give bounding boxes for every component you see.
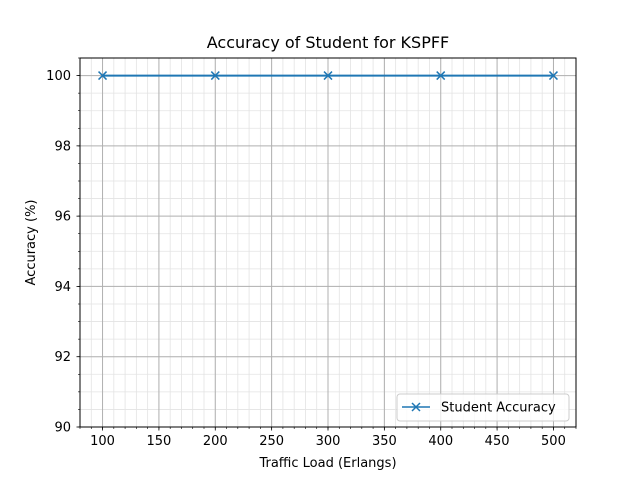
x-tick-label: 450 (485, 434, 510, 449)
data-point-marker (323, 71, 333, 81)
series-layer (98, 71, 558, 81)
y-axis-ticks: 90 92 94 96 98 100 (46, 57, 80, 436)
x-axis-ticks: 100 150 200 250 300 350 400 450 500 (79, 427, 577, 449)
x-tick-label: 200 (203, 434, 228, 449)
y-tick-label: 92 (54, 350, 71, 365)
data-point-marker (548, 71, 558, 81)
x-tick-label: 350 (372, 434, 397, 449)
legend-x-mark (411, 402, 421, 412)
x-tick-label: 100 (90, 434, 115, 449)
legend-box (396, 393, 570, 422)
y-tick-label: 94 (54, 280, 71, 295)
data-point-marker (436, 71, 446, 81)
y-axis-label: Accuracy (%) (24, 200, 39, 286)
x-tick-label: 500 (541, 434, 566, 449)
y-tick-label: 98 (54, 139, 71, 154)
legend: Student Accuracy (396, 393, 570, 422)
y-tick-label: 96 (54, 210, 71, 225)
chart-title: Accuracy of Student for KSPFF (207, 33, 450, 52)
data-point-marker (210, 71, 220, 81)
x-tick-label: 400 (428, 434, 453, 449)
y-tick-label: 100 (46, 69, 71, 84)
x-tick-label: 150 (146, 434, 171, 449)
x-axis-label: Traffic Load (Erlangs) (258, 456, 396, 471)
data-point-marker (98, 71, 108, 81)
legend-entry-student-accuracy: Student Accuracy (441, 401, 556, 416)
legend-marker-x (411, 402, 421, 412)
x-tick-label: 300 (316, 434, 341, 449)
major-grid (80, 58, 576, 428)
y-tick-label: 90 (54, 421, 71, 436)
x-tick-label: 250 (259, 434, 284, 449)
